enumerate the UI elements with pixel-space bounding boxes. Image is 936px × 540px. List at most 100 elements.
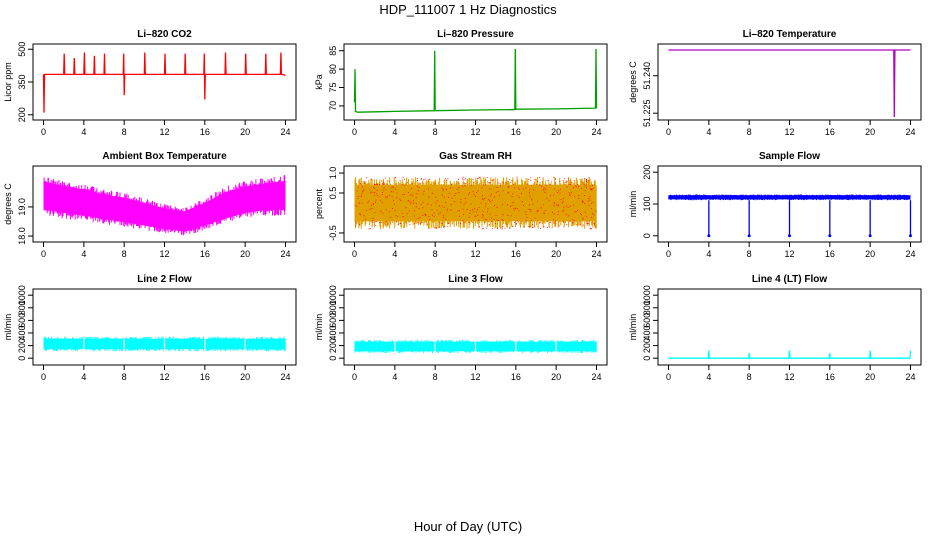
y-axis-label: ml/min [628,314,638,341]
x-axis-label: Hour of Day (UTC) [413,519,523,534]
y-tick-label: 800 [642,300,652,315]
x-tick-label: 20 [865,249,875,259]
x-tick-label: 20 [551,372,561,382]
x-tick-label: 16 [200,249,210,259]
x-tick-label: 4 [706,127,711,137]
x-tick-label: 16 [200,372,210,382]
series-noise [43,175,286,236]
y-tick-label: 400 [328,325,338,340]
x-tick-label: 24 [591,127,601,137]
panel-title: Line 2 Flow [137,274,192,285]
panel-5: 0 4 8 12 16 20 24 -0.5 0.5 1.0 Gas Stream RH percen… [314,151,608,259]
panel-6: 0 4 8 12 16 20 24 0 100 200 Sample Flow ml/min [628,151,922,259]
plot-frame [32,288,297,366]
y-tick-label: 800 [17,300,27,315]
series-line-1 [668,49,911,118]
x-tick-label: 0 [41,249,46,259]
x-tick-label: 0 [352,127,357,137]
y-tick-label: 1000 [328,285,338,305]
x-tick-label: 0 [666,372,671,382]
series-line-1 [353,48,598,113]
x-tick-label: 16 [825,372,835,382]
series-dip-point [828,234,832,238]
x-tick-label: 8 [122,127,127,137]
y-tick-label: 70 [328,101,338,111]
plot-frame [343,288,608,366]
y-axis-label: Licor ppm [3,62,13,102]
y-tick-label: 500 [17,42,27,57]
x-tick-label: 12 [470,372,480,382]
y-tick-label: 19.0 [17,198,27,216]
x-tick-label: 16 [511,127,521,137]
panel-title: Gas Stream RH [439,151,512,162]
plot-data [668,49,911,118]
y-tick-label: 350 [17,74,27,89]
x-tick-label: 20 [865,372,875,382]
x-tick-label: 20 [240,249,250,259]
y-axis-label: kPa [314,74,324,90]
plot-frame [657,43,922,121]
plot-data [668,350,912,359]
y-tick-label: 51.240 [642,62,652,90]
x-tick-label: 0 [666,249,671,259]
y-tick-label: -0.5 [328,225,338,241]
y-axis-label: ml/min [628,191,638,218]
y-tick-label: 100 [642,196,652,211]
series-dots [354,176,597,230]
panel-title: Li–820 CO2 [137,29,192,40]
series-line-1 [42,52,286,113]
series-dip-point [788,234,791,238]
y-tick-label: 600 [328,313,338,328]
x-tick-label: 4 [81,249,86,259]
y-tick-label: 0 [642,356,652,361]
series-noise [354,177,597,229]
x-tick-label: 24 [905,127,915,137]
panel-1: 0 4 8 12 16 20 24 200 350 500 Li–820 CO2 Licor ppm [3,29,297,137]
x-tick-label: 20 [865,127,875,137]
x-tick-label: 24 [591,372,601,382]
y-tick-label: 400 [642,325,652,340]
panel-4: 0 4 8 12 16 20 24 18.0 19.0 Ambient Box Temperatu… [3,151,297,259]
series-noise [668,194,911,201]
x-tick-label: 24 [905,372,915,382]
panel-title: Line 3 Flow [448,274,503,285]
x-tick-label: 24 [280,372,290,382]
y-tick-label: 400 [17,325,27,340]
x-tick-label: 4 [392,127,397,137]
x-tick-label: 8 [433,249,438,259]
x-tick-label: 8 [747,372,752,382]
x-tick-label: 0 [352,372,357,382]
x-tick-label: 4 [706,372,711,382]
x-tick-label: 4 [706,249,711,259]
panel-title: Li–820 Temperature [743,29,837,40]
x-tick-label: 12 [159,372,169,382]
y-tick-label: 200 [642,165,652,180]
series-dip-point [747,234,751,238]
y-tick-label: 1.0 [328,167,338,180]
x-tick-label: 20 [551,249,561,259]
y-tick-label: 1000 [17,285,27,305]
series-dip-point [908,234,912,238]
y-tick-label: 200 [17,107,27,122]
panel-2: 0 4 8 12 16 20 24 70 75 80 85 Li–820 Pressure kPa [314,29,608,137]
x-tick-label: 12 [784,249,794,259]
x-tick-label: 24 [280,249,290,259]
x-tick-label: 4 [392,249,397,259]
x-tick-label: 16 [511,372,521,382]
y-tick-label: 80 [328,64,338,74]
x-tick-label: 4 [392,372,397,382]
x-tick-label: 16 [825,249,835,259]
panel-title: Ambient Box Temperature [102,151,227,162]
figure-title: HDP_111007 1 Hz Diagnostics [379,2,557,17]
x-tick-label: 12 [159,249,169,259]
x-tick-label: 24 [591,249,601,259]
y-tick-label: 18.0 [17,227,27,245]
plot-data [43,175,286,236]
plot-data [668,194,912,238]
panel-title: Li–820 Pressure [437,29,514,40]
x-tick-label: 8 [433,372,438,382]
y-tick-label: 0 [328,356,338,361]
series-line-1 [668,350,912,359]
y-tick-label: 600 [642,313,652,328]
